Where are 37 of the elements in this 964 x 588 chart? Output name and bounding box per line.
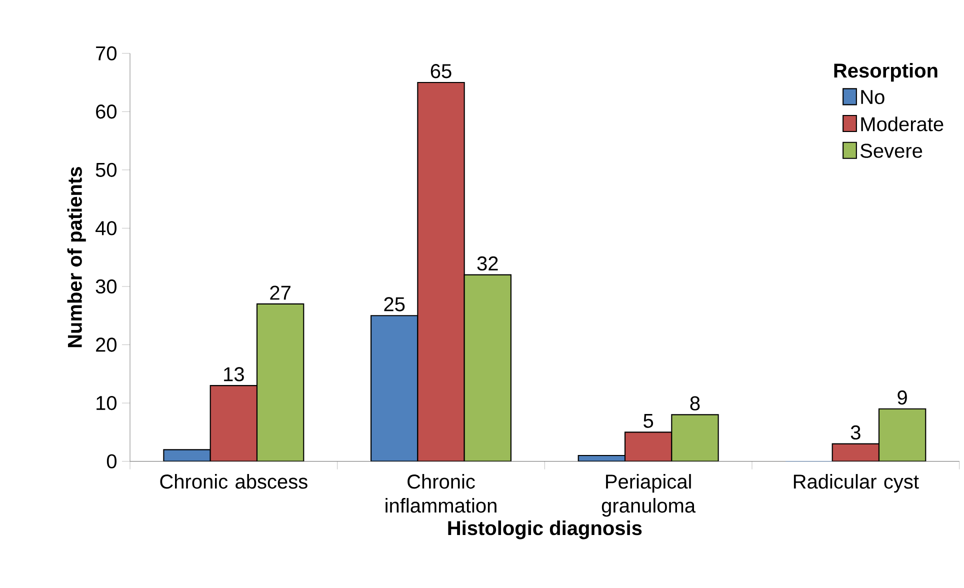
y-tick-label: 40 [96, 221, 116, 236]
data-label: 27 [270, 286, 290, 300]
bar [370, 315, 418, 462]
bar [210, 385, 258, 462]
data-label: 9 [898, 390, 907, 405]
x-axis-title: Histologic diagnosis [448, 520, 642, 540]
y-tick-label: 50 [96, 162, 116, 177]
y-tick-label: 0 [106, 454, 117, 468]
legend-label: No [861, 90, 884, 104]
y-tick-label: 10 [96, 396, 116, 410]
x-tick-label: Radicular cyst [794, 474, 919, 493]
data-label: 5 [644, 414, 654, 428]
y-tick-label: 20 [96, 338, 116, 352]
x-tick-label: Chronic abscess [160, 474, 308, 489]
legend-label: Severe [860, 144, 922, 158]
data-label: 13 [224, 367, 244, 382]
bar [417, 82, 465, 462]
data-label: 65 [430, 64, 452, 78]
bar [624, 432, 672, 462]
bar [878, 408, 926, 462]
bar [256, 303, 304, 462]
data-label: 3 [850, 425, 860, 440]
legend-label: Moderate [861, 116, 944, 132]
y-tick-label: 70 [96, 46, 116, 60]
data-label: 25 [384, 297, 405, 312]
y-axis-title: Number of patients [67, 167, 86, 348]
y-tick-label: 60 [96, 104, 116, 119]
data-label: 32 [477, 256, 498, 271]
bar [671, 414, 719, 462]
x-tick-label: Periapical granuloma [602, 474, 696, 517]
bar [832, 443, 880, 462]
data-label: 8 [690, 396, 700, 410]
x-tick-label: Chronic inflammation [386, 474, 496, 513]
bar [164, 450, 210, 462]
legend-title: Resorption [834, 63, 938, 82]
y-tick-label: 30 [96, 279, 116, 294]
bar [464, 274, 512, 462]
